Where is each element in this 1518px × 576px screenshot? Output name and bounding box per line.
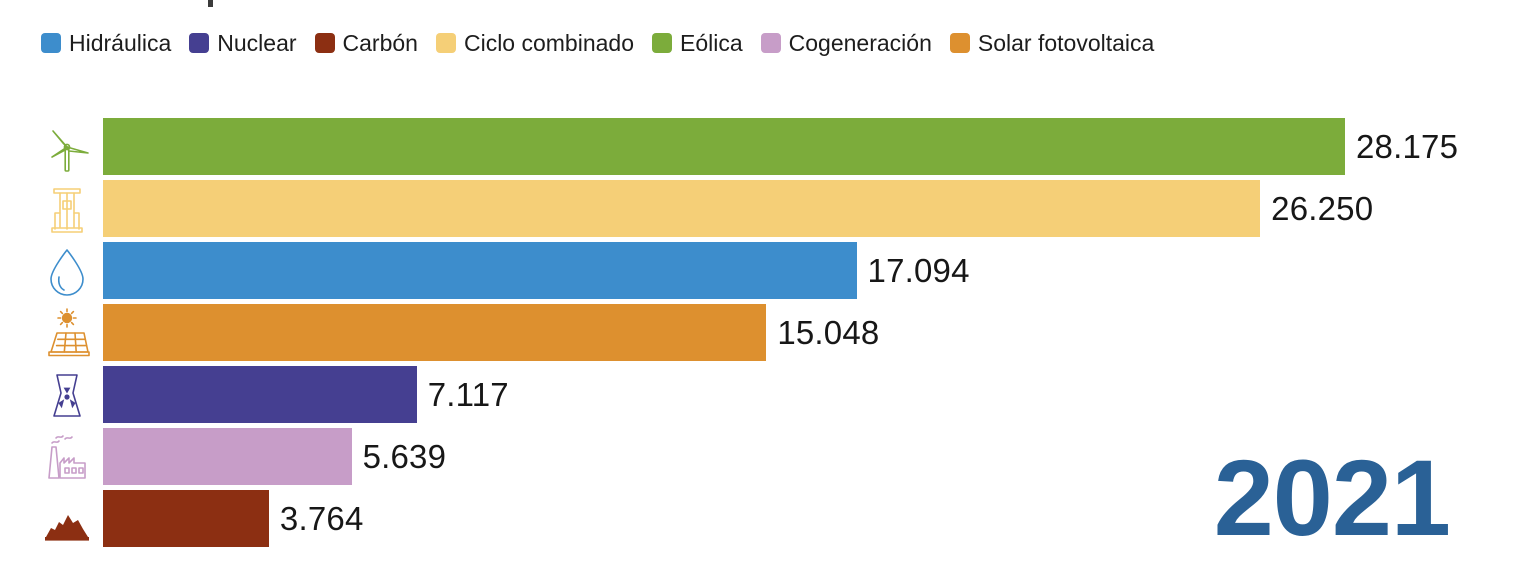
bar-row: 5.639 — [0, 428, 1518, 485]
bar-carb-n[interactable] — [103, 490, 269, 547]
legend-item-solar-fotovoltaica[interactable]: Solar fotovoltaica — [949, 29, 1155, 56]
coal-pile-icon — [38, 490, 96, 547]
legend-item-nuclear[interactable]: Nuclear — [189, 29, 297, 56]
legend-item-label: Eólica — [680, 29, 743, 56]
factory-icon — [38, 428, 96, 485]
water-drop-icon — [38, 242, 96, 299]
legend-swatch-wind-turbine — [652, 33, 672, 53]
legend-item-cogeneraci-n[interactable]: Cogeneración — [760, 29, 932, 56]
legend-item-ciclo-combinado[interactable]: Ciclo combinado — [435, 29, 634, 56]
legend-item-label: Nuclear — [217, 29, 297, 56]
bar-row: 7.117 — [0, 366, 1518, 423]
legend-item-label: Cogeneración — [788, 29, 932, 56]
legend-item-carb-n[interactable]: Carbón — [314, 29, 418, 56]
legend-item-label: Ciclo combinado — [463, 29, 634, 56]
bar-value-label: 28.175 — [1356, 127, 1459, 165]
legend-swatch-water-drop — [41, 33, 61, 53]
legend-item-label: Carbón — [342, 29, 418, 56]
bar-value-label: 17.094 — [867, 251, 970, 289]
legend-swatch-gas-turbine — [435, 33, 456, 53]
gas-turbine-icon — [38, 180, 96, 237]
legend-swatch-factory — [760, 33, 781, 53]
legend-item-label: Solar fotovoltaica — [977, 29, 1155, 56]
bar-row: 15.048 — [0, 304, 1518, 361]
cooling-tower-icon — [38, 366, 96, 423]
bar-nuclear[interactable] — [103, 366, 417, 423]
year-label: 2021 — [1213, 437, 1451, 558]
bar-row: 17.094 — [0, 242, 1518, 299]
bar-value-label: 15.048 — [777, 313, 880, 351]
legend-swatch-cooling-tower — [189, 33, 210, 53]
bar-ciclo-combinado[interactable] — [103, 180, 1261, 237]
bar-solar-fotovoltaica[interactable] — [103, 304, 767, 361]
cropped-title-remnant — [208, 0, 213, 7]
bar-row: 28.175 — [0, 118, 1518, 175]
legend-swatch-coal-pile — [314, 33, 335, 53]
solar-panel-icon — [38, 304, 96, 361]
bar-row: 26.250 — [0, 180, 1518, 237]
legend-item-e-lica[interactable]: Eólica — [652, 29, 743, 56]
bar-e-lica[interactable] — [103, 118, 1345, 175]
bar-value-label: 7.117 — [427, 375, 509, 413]
wind-turbine-icon — [38, 118, 96, 175]
bar-value-label: 26.250 — [1271, 189, 1374, 227]
legend-swatch-solar-panel — [949, 33, 970, 53]
bar-cogeneraci-n[interactable] — [103, 428, 352, 485]
bar-row: 3.764 — [0, 490, 1518, 547]
legend-item-hidr-ulica[interactable]: Hidráulica — [41, 29, 172, 56]
legend-item-label: Hidráulica — [69, 29, 172, 56]
bar-hidr-ulica[interactable] — [103, 242, 857, 299]
bar-value-label: 3.764 — [279, 499, 364, 537]
chart-legend: Hidráulica Nuclear Carbón Ciclo combinado Eó… — [41, 28, 1172, 58]
bar-value-label: 5.639 — [362, 437, 447, 475]
